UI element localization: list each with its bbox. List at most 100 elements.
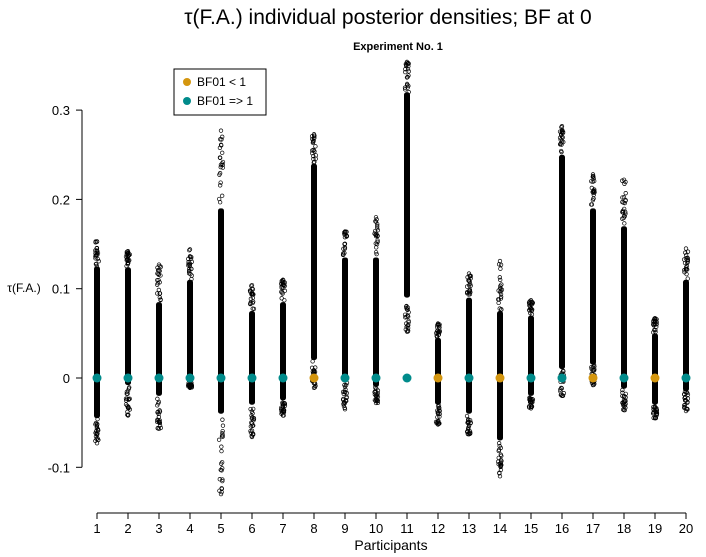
- posterior-min: [435, 422, 441, 427]
- y-axis-label: τ(F.A.): [7, 281, 40, 295]
- posterior-sample: [248, 430, 254, 435]
- posterior-max: [218, 128, 224, 133]
- posterior-sample: [96, 259, 101, 264]
- bf-point: [681, 373, 691, 383]
- posterior-sample: [341, 391, 346, 396]
- participant-16: [557, 124, 567, 399]
- participant-4: [185, 247, 195, 390]
- posterior-sample: [186, 259, 191, 265]
- posterior-sample: [94, 261, 99, 267]
- posterior-sample: [188, 256, 194, 261]
- posterior-sample: [95, 250, 101, 256]
- posterior-sample: [220, 477, 225, 482]
- posterior-sample: [621, 394, 626, 399]
- posterior-sample: [591, 188, 596, 193]
- x-tick-label: 17: [586, 521, 600, 536]
- posterior-density: [311, 163, 317, 361]
- posterior-sample: [465, 420, 470, 425]
- y-tick-label: 0: [63, 371, 70, 386]
- participant-11: [402, 59, 412, 383]
- y-tick-label: 0.1: [52, 282, 70, 297]
- posterior-sample: [496, 448, 501, 454]
- posterior-sample: [621, 195, 627, 200]
- posterior-sample: [589, 202, 595, 207]
- posterior-sample: [527, 395, 532, 400]
- posterior-sample: [342, 241, 348, 246]
- y-tick-label: -0.1: [48, 460, 70, 475]
- x-tick-label: 3: [155, 521, 162, 536]
- participant-6: [247, 282, 257, 440]
- posterior-sample: [251, 416, 257, 421]
- posterior-sample: [310, 140, 316, 145]
- posterior-sample: [158, 297, 163, 302]
- posterior-sample: [591, 174, 596, 179]
- posterior-sample: [591, 189, 596, 194]
- posterior-sample: [406, 310, 411, 315]
- posterior-sample: [157, 409, 163, 414]
- bf-point: [92, 373, 102, 383]
- posterior-sample: [123, 402, 129, 407]
- bf-point: [371, 373, 381, 383]
- posterior-sample: [125, 405, 131, 410]
- chart-subtitle: Experiment No. 1: [353, 41, 443, 53]
- posterior-density: [404, 92, 410, 298]
- posterior-sample: [623, 391, 628, 397]
- x-tick-label: 11: [400, 521, 414, 536]
- posterior-sample: [219, 489, 224, 495]
- posterior-sample: [375, 388, 381, 393]
- posterior-sample: [685, 400, 690, 405]
- posterior-sample: [620, 195, 625, 200]
- posterior-sample: [123, 254, 129, 259]
- x-tick-label: 8: [310, 521, 317, 536]
- posterior-sample: [281, 407, 287, 413]
- posterior-sample: [344, 395, 349, 400]
- posterior-sample: [375, 228, 380, 233]
- posterior-sample: [620, 199, 625, 205]
- legend-label-bf-ge1: BF01 => 1: [197, 94, 253, 108]
- posterior-sample: [340, 397, 346, 402]
- posterior-sample: [559, 125, 564, 130]
- chart-title: τ(F.A.) individual posterior densities; …: [184, 6, 591, 29]
- posterior-sample: [591, 196, 596, 201]
- x-tick-label: 4: [186, 521, 193, 536]
- posterior-density: [373, 257, 379, 387]
- posterior-sample: [559, 149, 564, 155]
- posterior-sample: [248, 406, 253, 412]
- posterior-sample: [282, 403, 288, 408]
- posterior-sample: [341, 246, 346, 251]
- posterior-sample: [406, 318, 411, 323]
- posterior-sample: [343, 387, 348, 392]
- posterior-sample: [247, 288, 253, 293]
- posterior-min: [311, 385, 317, 390]
- posterior-sample: [498, 445, 503, 451]
- x-tick-label: 15: [524, 521, 538, 536]
- posterior-min: [590, 382, 596, 388]
- posterior-sample: [250, 300, 255, 306]
- posterior-sample: [312, 133, 317, 138]
- posterior-sample: [437, 330, 442, 335]
- posterior-sample: [529, 404, 535, 409]
- posterior-sample: [557, 135, 563, 140]
- posterior-max: [435, 321, 441, 326]
- posterior-sample: [467, 287, 473, 293]
- posterior-sample: [498, 452, 503, 457]
- participant-18: [619, 177, 629, 413]
- posterior-min: [280, 413, 286, 418]
- bf-point: [278, 373, 288, 383]
- posterior-sample: [218, 164, 223, 170]
- bf-point: [216, 373, 226, 383]
- posterior-sample: [467, 273, 473, 278]
- posterior-sample: [437, 323, 442, 328]
- posterior-sample: [93, 248, 98, 253]
- posterior-sample: [279, 407, 284, 412]
- posterior-sample: [685, 406, 690, 412]
- posterior-sample: [405, 82, 410, 88]
- participant-5: [216, 128, 226, 497]
- posterior-density: [590, 208, 596, 365]
- posterior-sample: [683, 250, 688, 255]
- posterior-sample: [496, 441, 502, 446]
- posterior-sample: [280, 400, 285, 405]
- posterior-sample: [125, 412, 130, 417]
- posterior-sample: [406, 64, 411, 69]
